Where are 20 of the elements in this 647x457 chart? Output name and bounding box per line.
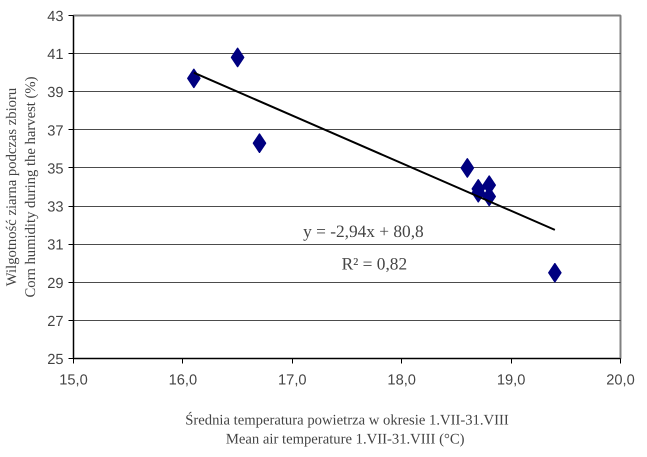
y-tick-label: 25 [47,352,64,368]
y-axis-title: Wilgotność ziarna podczas zbioru Corn humidity during the harvest (%) [4,76,40,298]
y-tick-label: 37 [47,123,64,140]
x-tick-label: 18,0 [387,372,416,388]
annotation: R² = 0,82 [342,254,408,274]
x-tick-label: 19,0 [496,372,526,388]
y-tick-label: 33 [47,200,64,216]
y-tick-label: 43 [47,9,64,25]
x-tick-label: 15,0 [59,372,88,388]
y-tick-label: 35 [47,161,64,178]
y-tick-label: 29 [47,276,64,292]
x-tick-label: 20,0 [606,372,635,388]
y-tick-label: 27 [47,314,64,330]
y-tick-label: 31 [47,238,64,254]
y-tick-label: 39 [47,85,64,102]
annotation: y = -2,94x + 80,8 [303,222,424,242]
x-tick-label: 16,0 [168,372,198,388]
y-tick-label: 41 [47,47,64,64]
x-tick-label: 17,0 [278,372,307,388]
x-axis-title: Średnia temperatura powietrza w okresie 1.VII-31.VIII Mean air temperature 1.VII-31.VIII (°C) [185,412,509,448]
